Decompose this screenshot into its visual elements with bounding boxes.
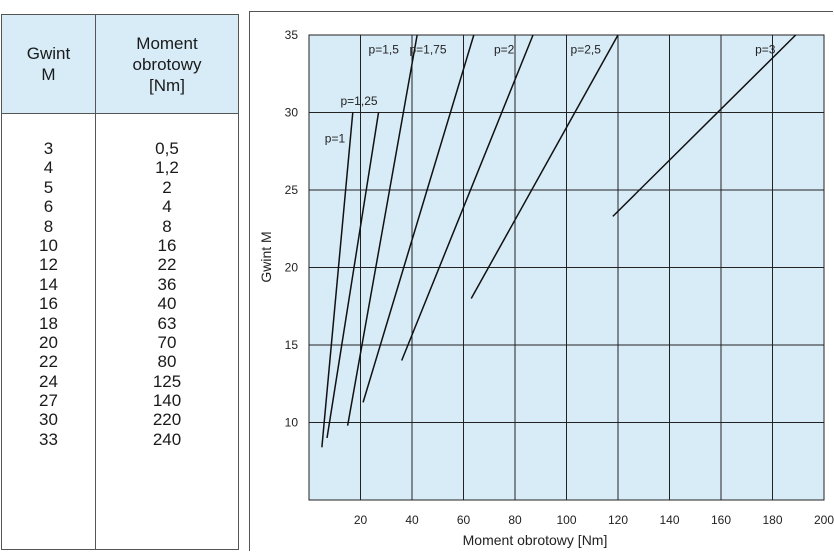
torque-cell: 125	[152, 371, 182, 391]
thread-size-cell: 3	[43, 139, 54, 158]
column-divider	[95, 15, 96, 549]
y-axis-label: Gwint M	[258, 231, 274, 282]
thread-size-cell: 18	[39, 313, 58, 333]
series-line-5	[401, 34, 534, 361]
torque-column: 0,5 1,2 2 4 8 16 22 36 40 63 70 80 125 140 220 240	[96, 139, 238, 449]
header-thread-text: Gwint M	[26, 44, 71, 84]
thread-size-cell: 14	[39, 274, 58, 294]
x-tick-label: 20	[354, 513, 368, 527]
table-header	[2, 15, 238, 114]
thread-size-cell: 12	[39, 255, 58, 275]
y-tick-label: 20	[285, 261, 299, 275]
y-tick-label: 30	[285, 106, 299, 120]
x-tick-label: 180	[762, 513, 782, 527]
series-line-3	[346, 34, 418, 426]
y-tick-label: 25	[285, 183, 299, 197]
torque-cell: 0,5	[155, 139, 179, 158]
thread-size-cell: 30	[39, 410, 58, 430]
thread-size-cell: 5	[43, 177, 54, 197]
x-tick-label: 200	[814, 513, 834, 527]
header-torque: Moment obrotowy [Nm]	[96, 15, 238, 113]
thread-size-column: 3 4 5 6 8 10 12 14 16 18 20 22 24 27 30 33	[2, 139, 95, 449]
series-label-4: p=1,75	[409, 43, 446, 57]
grid-lines	[309, 35, 824, 500]
thread-size-cell: 8	[43, 216, 54, 236]
torque-cell: 63	[157, 313, 177, 333]
torque-cell: 220	[152, 410, 182, 430]
thread-size-cell: 16	[39, 294, 58, 314]
thread-size-cell: 27	[39, 391, 58, 411]
x-tick-label: 160	[711, 513, 731, 527]
series-label-2: p=1,25	[341, 94, 378, 108]
torque-cell: 36	[157, 274, 177, 294]
series-label-7: p=3	[755, 43, 776, 57]
series-line-6	[470, 34, 619, 299]
torque-cell: 2	[162, 177, 172, 197]
x-tick-label: 120	[608, 513, 628, 527]
header-torque-text: Moment obrotowy [Nm]	[132, 33, 202, 95]
torque-cell: 80	[157, 352, 177, 372]
header-thread: Gwint M	[2, 15, 95, 113]
thread-size-cell: 10	[39, 235, 58, 255]
x-tick-label: 60	[457, 513, 471, 527]
series-label-5: p=2	[494, 43, 515, 57]
torque-cell: 16	[157, 235, 177, 255]
torque-cell: 70	[157, 332, 177, 352]
series-label-6: p=2,5	[571, 43, 602, 57]
torque-cell: 22	[157, 255, 177, 275]
torque-cell: 1,2	[155, 158, 179, 178]
thread-size-cell: 6	[43, 197, 54, 217]
thread-size-cell: 4	[43, 158, 54, 178]
series-line-1	[321, 112, 354, 448]
series-line-2	[326, 112, 380, 439]
x-tick-label: 100	[556, 513, 576, 527]
torque-cell: 240	[152, 429, 182, 449]
torque-cell: 140	[152, 391, 182, 411]
thread-size-cell: 24	[39, 371, 58, 391]
x-tick-label: 80	[508, 513, 522, 527]
x-tick-label: 140	[659, 513, 679, 527]
y-tick-label: 15	[285, 338, 299, 352]
series-line-7	[612, 34, 797, 217]
x-axis-label: Moment obrotowy [Nm]	[463, 532, 608, 548]
torque-cell: 40	[157, 294, 177, 314]
torque-table: Gwint M Moment obrotowy [Nm] 3 4 5 6 8 10 12 14…	[1, 14, 239, 550]
series-label-1: p=1	[325, 131, 346, 145]
chart-panel	[249, 11, 833, 551]
thread-size-cell: 22	[39, 352, 58, 372]
thread-size-cell: 33	[39, 429, 58, 449]
tick-labels: 20 40 60 80 100 120 140 160 180 200 10 15 20 25 30 35	[285, 28, 834, 527]
x-tick-label: 40	[405, 513, 419, 527]
series-label-3: p=1,5	[369, 43, 400, 57]
thread-size-cell: 20	[39, 332, 58, 352]
y-tick-label: 10	[285, 416, 299, 430]
torque-cell: 8	[162, 216, 172, 236]
y-tick-label: 35	[285, 28, 299, 42]
series-labels: p=1 p=1,25 p=1,5 p=1,75 p=2 p=2,5 p=3	[325, 43, 776, 146]
torque-cell: 4	[162, 197, 172, 217]
series-line-4	[362, 34, 475, 403]
series-lines	[321, 34, 797, 448]
